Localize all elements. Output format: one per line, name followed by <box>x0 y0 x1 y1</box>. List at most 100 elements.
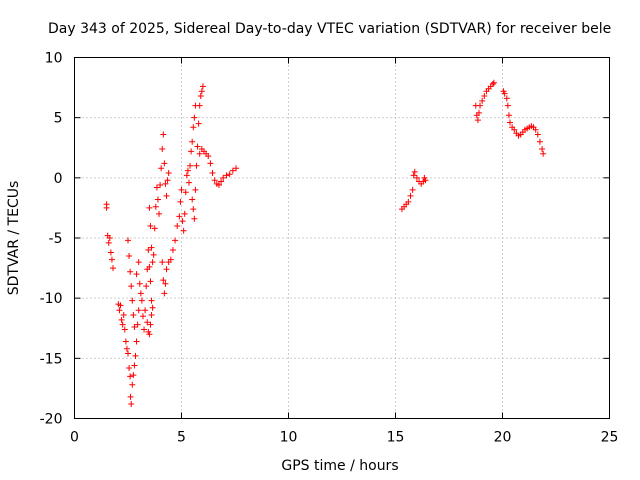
data-point <box>209 170 216 177</box>
data-point <box>125 237 131 244</box>
data-point <box>129 381 136 388</box>
data-point <box>196 102 203 109</box>
x-tick-label: 15 <box>387 430 405 446</box>
data-point <box>133 338 140 345</box>
data-point <box>193 162 200 169</box>
axis-ticks <box>74 57 610 419</box>
data-point <box>159 145 166 152</box>
data-point <box>127 268 134 275</box>
data-point <box>411 168 418 175</box>
data-point <box>150 251 157 258</box>
data-point <box>511 126 518 133</box>
data-point <box>229 167 236 174</box>
data-point <box>218 178 225 185</box>
data-point <box>142 307 149 314</box>
data-point <box>126 364 133 371</box>
y-axis-label: SDTVAR / TECUs <box>6 181 22 296</box>
y-tick-label: -15 <box>40 351 63 367</box>
data-point <box>536 138 543 145</box>
data-point <box>479 97 486 104</box>
data-point <box>139 313 146 320</box>
data-point <box>189 138 196 145</box>
data-point <box>119 321 126 328</box>
data-point <box>160 131 167 138</box>
data-point <box>165 170 172 177</box>
data-point <box>148 244 155 251</box>
data-point <box>135 259 142 266</box>
data-point <box>131 362 138 369</box>
data-point <box>190 124 197 131</box>
data-point <box>177 198 184 205</box>
data-point <box>133 271 140 278</box>
data-point <box>174 222 181 229</box>
data-point <box>161 160 168 167</box>
data-point <box>167 256 174 263</box>
data-point <box>475 109 482 116</box>
data-point <box>134 321 141 328</box>
data-point <box>169 247 176 254</box>
data-point <box>151 225 158 232</box>
data-point <box>410 172 417 179</box>
x-tick-label: 10 <box>280 430 298 446</box>
data-point <box>198 88 205 95</box>
data-point <box>215 182 222 189</box>
data-point <box>110 265 117 272</box>
data-point <box>164 177 171 184</box>
y-tick-label: 10 <box>45 51 63 67</box>
data-point <box>197 93 204 100</box>
data-point <box>172 237 179 244</box>
data-point <box>137 290 144 297</box>
data-point <box>125 350 131 357</box>
y-tick-label: 5 <box>54 111 63 127</box>
data-point <box>490 79 497 86</box>
data-point <box>187 162 194 169</box>
data-point <box>184 167 191 174</box>
data-point <box>154 196 161 203</box>
data-point <box>220 174 227 181</box>
data-point <box>199 83 206 90</box>
data-point <box>192 186 199 193</box>
data-point <box>122 338 129 345</box>
y-tick-label: 0 <box>54 171 63 187</box>
data-point <box>159 259 166 266</box>
data-point <box>129 297 136 304</box>
data-point <box>422 177 429 184</box>
tick-labels: 0 5 10 15 20 25 -20 -15 -10 -5 0 5 10 <box>40 51 619 446</box>
data-point <box>127 373 134 380</box>
data-point <box>477 102 484 109</box>
data-point <box>226 171 233 178</box>
data-point <box>105 239 112 246</box>
data-point <box>178 186 185 193</box>
data-point <box>194 143 201 150</box>
data-point <box>121 326 128 333</box>
data-point <box>185 179 192 186</box>
data-point <box>223 172 230 179</box>
y-tick-label: -5 <box>49 231 63 247</box>
data-point <box>191 114 198 121</box>
data-point <box>205 153 212 160</box>
data-point <box>407 192 414 199</box>
data-point <box>147 222 154 229</box>
data-point <box>160 277 167 284</box>
data-point <box>153 184 160 191</box>
data-point <box>405 198 412 205</box>
y-tick-label: -10 <box>40 291 63 307</box>
data-point <box>108 256 115 263</box>
data-point <box>132 352 139 359</box>
data-point <box>163 192 170 199</box>
data-point <box>158 165 165 172</box>
data-point <box>190 206 197 213</box>
y-tick-label: -20 <box>40 412 63 428</box>
data-points <box>103 79 547 408</box>
data-point <box>117 302 124 309</box>
data-point <box>147 278 154 285</box>
data-point <box>539 145 546 152</box>
data-point <box>116 307 123 314</box>
data-point <box>148 312 155 319</box>
data-point <box>131 324 138 331</box>
data-point <box>211 177 218 184</box>
data-point <box>409 186 416 193</box>
data-point <box>152 203 159 210</box>
data-point <box>188 148 195 155</box>
